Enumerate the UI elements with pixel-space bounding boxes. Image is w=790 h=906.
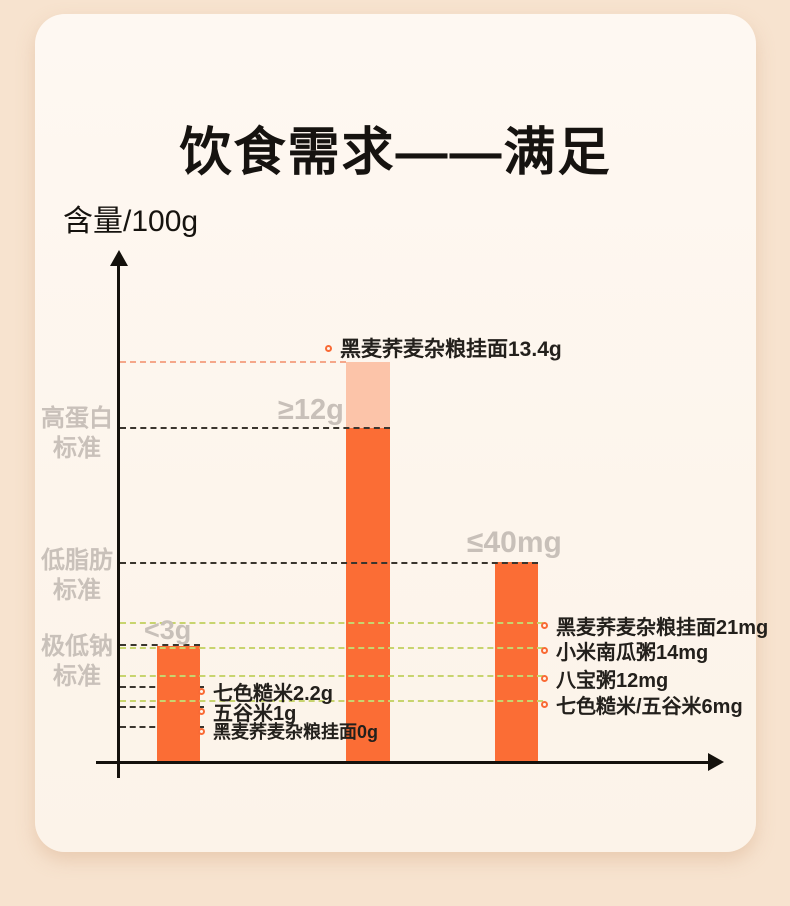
ring-bullet-icon <box>198 708 205 715</box>
ring-bullet-icon <box>541 701 548 708</box>
data-label-text: 五谷米1g <box>213 703 297 725</box>
guide-line-13-4g <box>120 361 346 363</box>
threshold-label-fat: <3g <box>144 615 192 645</box>
threshold-line-3g <box>120 644 200 646</box>
ring-bullet-icon <box>541 647 548 654</box>
data-label-fat: 五谷米1g <box>198 697 296 726</box>
standard-label-line2: 标准 <box>53 663 101 690</box>
x-axis-arrow-icon <box>708 753 724 771</box>
standard-label-line1: 低脂肪 <box>41 547 113 574</box>
data-label-text: 黑麦荞麦杂粮挂面21mg <box>556 617 769 639</box>
standard-label-line2: 标准 <box>53 577 101 604</box>
data-label-sodium: 黑麦荞麦杂粮挂面21mg <box>541 611 768 640</box>
data-label-text: 黑麦荞麦杂粮挂面13.4g <box>340 338 562 361</box>
y-axis <box>117 258 120 778</box>
threshold-label-sodium: ≤40mg <box>467 526 562 559</box>
x-axis <box>96 761 710 764</box>
data-label-sodium: 七色糙米/五谷米6mg <box>541 690 743 719</box>
standard-label-line2: 标准 <box>53 435 101 462</box>
ring-bullet-icon <box>541 675 548 682</box>
data-label-fat: 七色糙米2.2g <box>198 677 333 706</box>
ring-bullet-icon <box>198 727 205 735</box>
ring-bullet-icon <box>198 688 205 695</box>
guide-line-12mg <box>120 675 543 677</box>
data-label-text: 七色糙米/五谷米6mg <box>556 696 743 718</box>
bar-protein <box>346 428 390 762</box>
guide-line-14mg <box>120 647 543 649</box>
standard-label-very-low-sodium: 极低钠 标准 <box>37 632 117 692</box>
guide-line-21mg <box>120 622 543 624</box>
standard-label-line1: 极低钠 <box>41 633 113 660</box>
data-label-text: 七色糙米2.2g <box>213 683 334 705</box>
standard-label-low-fat: 低脂肪 标准 <box>37 546 117 606</box>
y-axis-unit-label: 含量/100g <box>63 205 199 238</box>
bar-protein-excess-segment <box>346 362 390 428</box>
data-label-fat: 黑麦荞麦杂粮挂面0g <box>198 718 378 744</box>
bar-sodium <box>495 562 538 762</box>
data-label-text: 小米南瓜粥14mg <box>556 642 709 664</box>
data-label-sodium: 小米南瓜粥14mg <box>541 636 708 665</box>
ring-bullet-icon <box>541 622 548 629</box>
data-label-text: 黑麦荞麦杂粮挂面0g <box>213 722 379 742</box>
guide-line-6mg <box>120 700 543 702</box>
ring-bullet-icon <box>325 344 332 352</box>
data-label-protein-peak: 黑麦荞麦杂粮挂面13.4g <box>325 333 562 363</box>
data-label-text: 八宝粥12mg <box>556 670 669 692</box>
page-title: 饮食需求——满足 <box>179 124 612 182</box>
threshold-line-40mg <box>120 562 538 564</box>
threshold-line-12g <box>120 427 390 429</box>
y-axis-arrow-icon <box>110 250 128 266</box>
content-card <box>35 14 756 852</box>
threshold-label-protein: ≥12g <box>278 394 344 426</box>
data-label-sodium: 八宝粥12mg <box>541 664 668 693</box>
standard-label-line1: 高蛋白 <box>41 405 113 432</box>
bar-fat <box>157 646 200 762</box>
standard-label-high-protein: 高蛋白 标准 <box>37 404 117 464</box>
